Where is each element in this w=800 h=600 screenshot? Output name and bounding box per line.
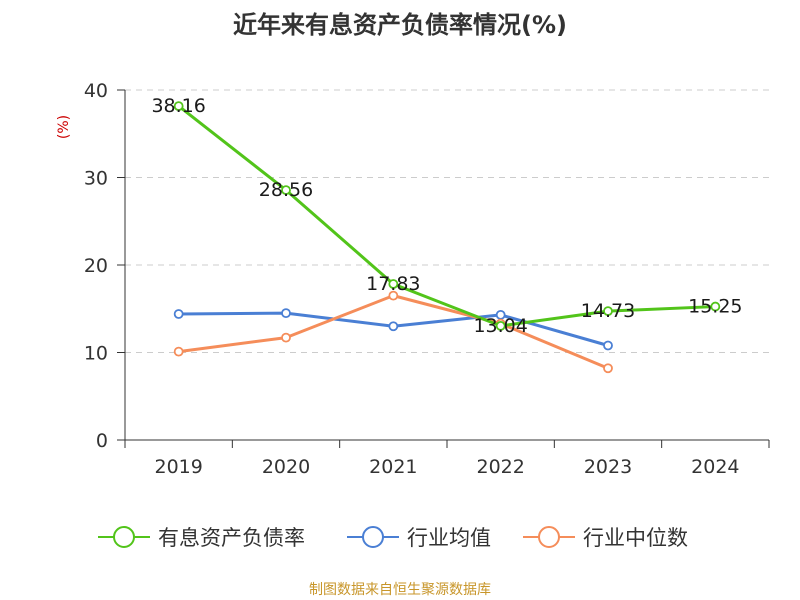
source-note: 制图数据来自恒生聚源数据库 (309, 582, 491, 598)
series-line (173, 308, 613, 351)
data-point (603, 363, 613, 374)
legend-swatch-marker (113, 526, 135, 548)
data-point (603, 340, 613, 351)
data-point (603, 306, 613, 317)
series-path (177, 104, 716, 328)
legend-label: 行业均值 (407, 526, 491, 550)
legend: 有息资产负债率 行业均值 行业中位数 (98, 526, 688, 550)
legend-item: 行业均值 (347, 526, 491, 550)
data-point (173, 101, 184, 111)
y-tick-label: 30 (84, 168, 108, 190)
legend-label: 有息资产负债率 (158, 526, 305, 550)
series-path (178, 294, 609, 370)
x-tick-label: 2021 (369, 456, 417, 478)
data-point (281, 185, 291, 196)
legend-label: 行业中位数 (583, 526, 688, 550)
data-label: 17.83 (366, 273, 420, 295)
data-point (388, 290, 399, 301)
data-point (281, 308, 291, 319)
chart-title: 近年来有息资产负债率情况(%) (233, 11, 567, 39)
series-layer (173, 101, 721, 374)
legend-item: 行业中位数 (523, 526, 688, 550)
x-tick-label: 2024 (691, 456, 739, 478)
axes: 0 10 20 30 40 2019 2020 2021 2022 2023 2024 (84, 80, 770, 478)
legend-item: 有息资产负债率 (98, 526, 305, 550)
y-tick-label: 10 (84, 343, 108, 365)
data-label: 13.04 (473, 315, 527, 337)
y-tick-label: 0 (96, 430, 108, 452)
x-tick-label: 2022 (476, 456, 524, 478)
legend-swatch-marker (362, 526, 384, 548)
x-tick-label: 2023 (584, 456, 632, 478)
data-label: 15.25 (688, 296, 742, 318)
data-label: 14.73 (581, 300, 635, 322)
series-line (173, 101, 721, 331)
y-axis-label: (%) (56, 115, 72, 139)
y-tick-label: 20 (84, 255, 108, 277)
data-point (173, 309, 184, 319)
legend-swatch-marker (538, 526, 560, 548)
y-tick-label: 40 (84, 80, 108, 102)
data-point (710, 301, 721, 312)
x-tick-label: 2019 (154, 456, 202, 478)
data-point (173, 346, 184, 357)
data-labels: 38.16 28.56 17.83 13.04 14.73 15.25 (151, 95, 742, 337)
data-point (281, 332, 291, 343)
grid (125, 89, 769, 353)
data-label: 38.16 (151, 95, 205, 117)
series-line (173, 290, 613, 374)
x-tick-label: 2020 (262, 456, 310, 478)
data-point (495, 320, 506, 331)
data-point (388, 321, 399, 332)
data-point (388, 279, 399, 289)
data-label: 28.56 (259, 179, 313, 201)
